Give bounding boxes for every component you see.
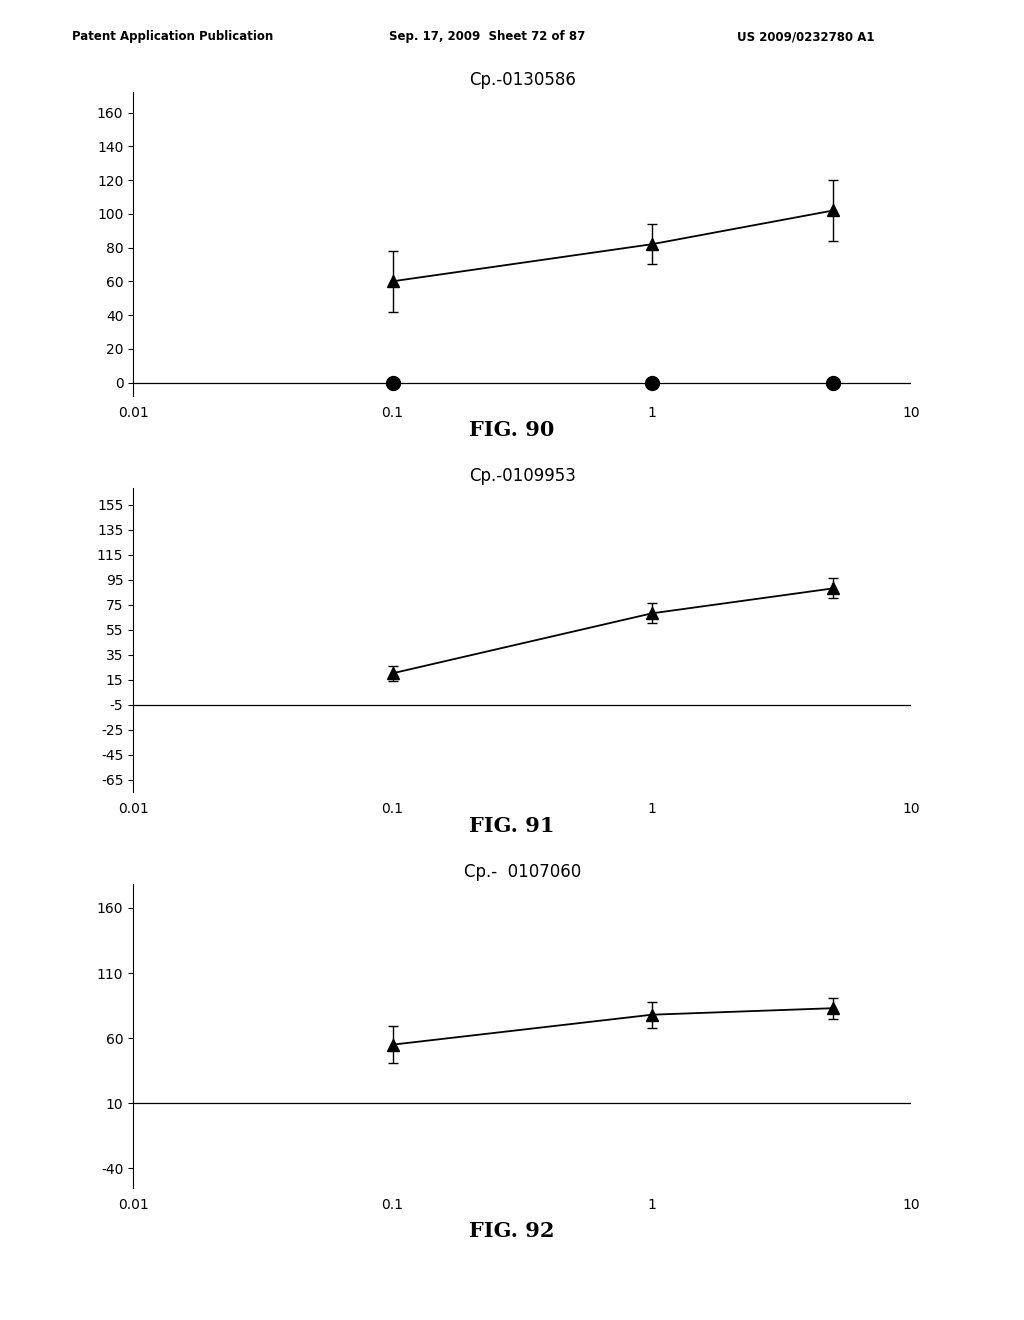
Text: FIG. 90: FIG. 90 [469,420,555,440]
Text: Sep. 17, 2009  Sheet 72 of 87: Sep. 17, 2009 Sheet 72 of 87 [389,30,586,44]
Text: FIG. 92: FIG. 92 [469,1221,555,1241]
Title: Cp.-  0107060: Cp.- 0107060 [464,863,581,882]
Text: FIG. 91: FIG. 91 [469,816,555,836]
Title: Cp.-0130586: Cp.-0130586 [469,71,575,90]
Text: US 2009/0232780 A1: US 2009/0232780 A1 [737,30,874,44]
Text: Patent Application Publication: Patent Application Publication [72,30,273,44]
Title: Cp.-0109953: Cp.-0109953 [469,467,575,486]
